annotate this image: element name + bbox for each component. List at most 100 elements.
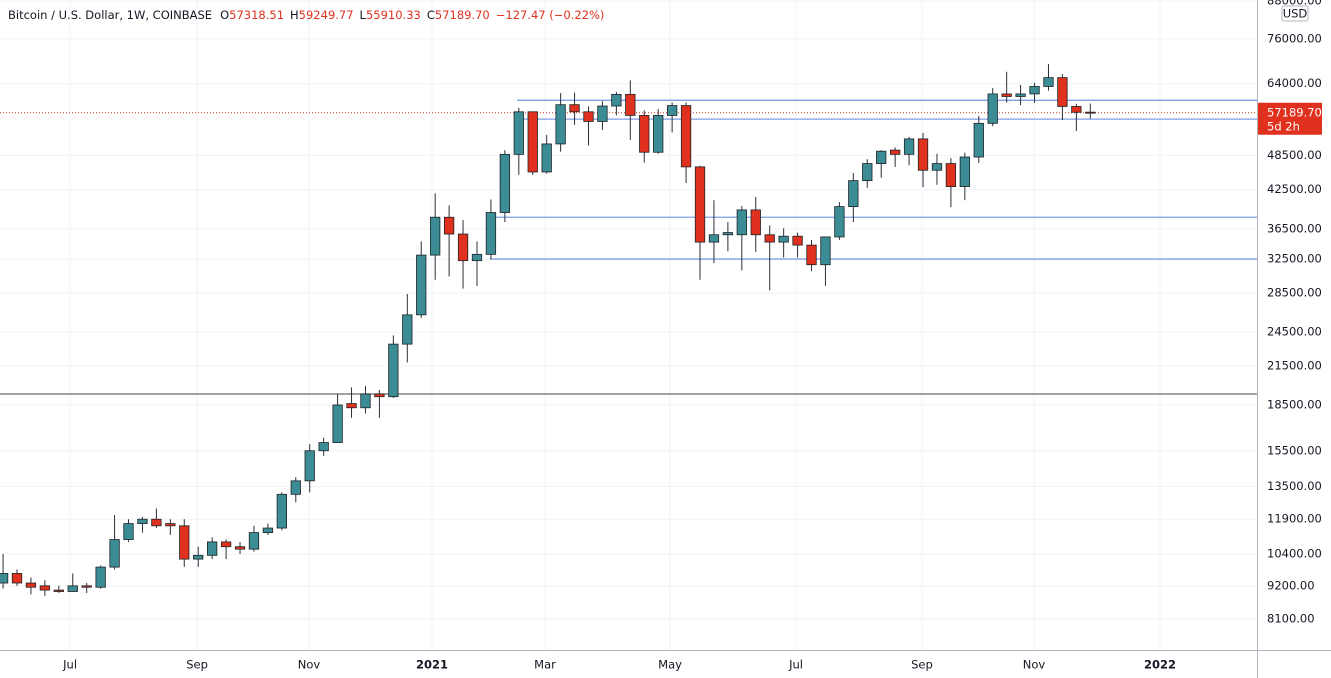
candle-body xyxy=(234,546,246,550)
candle-body xyxy=(653,115,664,153)
candle-body xyxy=(220,541,232,548)
candle-body xyxy=(555,104,566,145)
candle-body xyxy=(402,314,413,345)
grid xyxy=(0,0,1257,650)
candle-body xyxy=(876,150,887,164)
candle-body xyxy=(764,234,775,243)
ohlc-letter: L xyxy=(360,8,367,22)
candle-body xyxy=(471,253,483,262)
x-tick-label: Jul xyxy=(62,658,77,672)
candle-body xyxy=(499,153,511,213)
candle-body xyxy=(332,404,343,443)
candle-body xyxy=(304,450,315,482)
y-tick-label: 48500.00 xyxy=(1267,148,1322,162)
candle-body xyxy=(262,527,274,533)
y-tick-label: 21500.00 xyxy=(1267,359,1322,373)
candle-body xyxy=(81,585,92,588)
candle-body xyxy=(443,216,455,235)
candle-body xyxy=(708,234,720,243)
candle-body xyxy=(388,343,399,398)
y-tick-label: 15500.00 xyxy=(1267,443,1322,457)
currency-label: USD xyxy=(1283,7,1308,21)
y-tick-label: 8100.00 xyxy=(1267,611,1315,625)
candle-body xyxy=(374,393,385,398)
legend-header: Bitcoin / U.S. Dollar, 1W, COINBASE O5731… xyxy=(8,8,604,22)
candle-body xyxy=(778,235,789,243)
x-tick-label: Sep xyxy=(911,658,933,672)
candle-body xyxy=(318,442,329,452)
candle-body xyxy=(360,393,371,409)
candle-body xyxy=(959,156,970,187)
y-tick-label: 18500.00 xyxy=(1267,397,1322,411)
candle-body xyxy=(736,209,747,236)
candle-body xyxy=(931,163,943,171)
y-tick-label: 10400.00 xyxy=(1267,547,1322,561)
candle-body xyxy=(416,254,427,316)
candle-body xyxy=(694,166,706,243)
y-tick-label: 11900.00 xyxy=(1267,512,1322,526)
candle-body xyxy=(597,105,608,122)
y-tick-label: 36500.00 xyxy=(1267,222,1322,236)
candle-body xyxy=(722,232,734,236)
candle-body xyxy=(945,163,957,187)
axes: 88000.00 76000.00 64000.00 48500.00 42500.00… xyxy=(62,0,1322,672)
candle-body xyxy=(583,111,594,122)
candle-body xyxy=(1071,106,1082,113)
header-title: Bitcoin / U.S. Dollar, 1W, COINBASE xyxy=(8,8,212,22)
candle-body xyxy=(848,180,859,208)
candle-body xyxy=(1029,86,1040,95)
x-tick-label: Sep xyxy=(186,658,208,672)
ohlc-value: 55910.33 xyxy=(366,8,421,22)
price-badge-label: 57189.70 xyxy=(1267,105,1322,119)
candle-body xyxy=(806,244,817,266)
candle-body xyxy=(1085,111,1096,114)
header-change: −127.47 (−0.22%) xyxy=(496,8,605,22)
y-tick-label: 76000.00 xyxy=(1267,32,1322,46)
candle-body xyxy=(290,480,301,495)
candle-body xyxy=(834,206,845,238)
candle-body xyxy=(485,212,497,255)
y-tick-label: 88000.00 xyxy=(1267,0,1322,8)
candle-body xyxy=(680,105,692,168)
candle-body xyxy=(53,589,64,592)
candle-body xyxy=(917,138,929,171)
ohlc-value: 59249.77 xyxy=(299,8,354,22)
y-tick-label: 64000.00 xyxy=(1267,76,1322,90)
candles xyxy=(0,64,1096,596)
x-tick-label: Nov xyxy=(1023,658,1046,672)
candle-body xyxy=(457,233,469,262)
candle-body xyxy=(11,573,23,584)
candle-body xyxy=(973,122,984,158)
y-tick-label: 32500.00 xyxy=(1267,252,1322,266)
price-countdown: 5d 2h xyxy=(1267,119,1300,133)
ohlc-letter: C xyxy=(427,8,435,22)
candle-body xyxy=(820,236,831,266)
x-tick-label: 2021 xyxy=(416,658,448,672)
candle-body xyxy=(569,104,580,113)
candle-body xyxy=(248,532,260,550)
candle-body xyxy=(123,523,134,540)
candle-body xyxy=(109,539,120,568)
candle-body xyxy=(750,209,761,236)
currency-badge xyxy=(1281,5,1309,22)
x-tick-label: May xyxy=(658,658,682,672)
candle-body xyxy=(346,403,357,409)
candle-body xyxy=(862,163,873,182)
ohlc-value: 57189.70 xyxy=(435,8,490,22)
x-tick-label: Mar xyxy=(534,658,556,672)
candle-body xyxy=(193,554,204,560)
candle-body xyxy=(1043,77,1054,87)
y-tick-label: 13500.00 xyxy=(1267,479,1322,493)
price-badge xyxy=(1258,102,1322,135)
x-tick-label: Nov xyxy=(298,658,321,672)
y-tick-label: 9200.00 xyxy=(1267,578,1315,592)
candle-body xyxy=(527,111,538,173)
candle-body xyxy=(625,93,636,116)
candle-body xyxy=(666,105,678,116)
candle-body xyxy=(179,525,190,560)
candle-body xyxy=(611,93,622,107)
candle-body xyxy=(541,143,552,173)
candle-body xyxy=(137,518,148,524)
candle-body xyxy=(165,523,176,527)
